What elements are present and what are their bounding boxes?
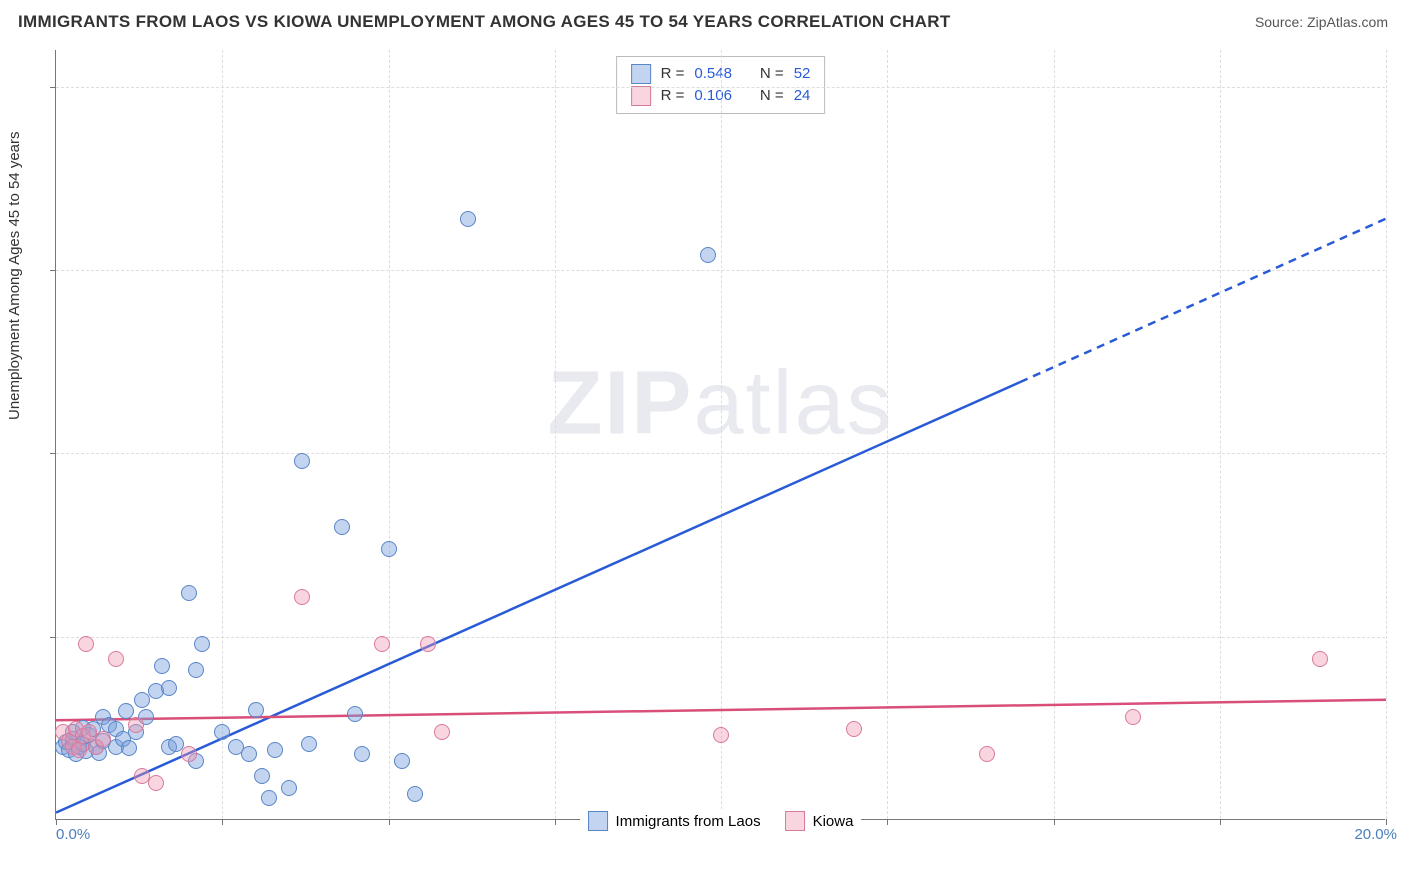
scatter-point-laos — [254, 768, 270, 784]
scatter-point-kiowa — [95, 731, 111, 747]
legend-label: Kiowa — [813, 813, 854, 830]
x-tick-label: 0.0% — [56, 826, 90, 843]
trend-line-laos — [56, 382, 1020, 813]
scatter-point-laos — [394, 753, 410, 769]
scatter-point-kiowa — [846, 721, 862, 737]
source-label: Source: ZipAtlas.com — [1255, 14, 1388, 30]
scatter-point-kiowa — [1125, 709, 1141, 725]
legend-item: Kiowa — [785, 811, 854, 831]
scatter-point-laos — [214, 724, 230, 740]
scatter-point-kiowa — [128, 717, 144, 733]
scatter-point-kiowa — [1312, 651, 1328, 667]
scatter-point-laos — [241, 746, 257, 762]
y-tick-label: 37.5% — [1395, 261, 1406, 278]
plot-area: ZIPatlas R =0.548N =52R =0.106N =24 Immi… — [55, 50, 1385, 820]
scatter-point-laos — [161, 680, 177, 696]
title-bar: IMMIGRANTS FROM LAOS VS KIOWA UNEMPLOYME… — [18, 12, 1388, 32]
bottom-legend: Immigrants from Laos Kiowa — [580, 811, 862, 831]
scatter-point-laos — [261, 790, 277, 806]
scatter-point-kiowa — [181, 746, 197, 762]
scatter-point-laos — [188, 662, 204, 678]
scatter-point-laos — [267, 742, 283, 758]
scatter-point-kiowa — [78, 636, 94, 652]
scatter-point-kiowa — [434, 724, 450, 740]
scatter-point-laos — [281, 780, 297, 796]
scatter-point-laos — [194, 636, 210, 652]
scatter-point-laos — [407, 786, 423, 802]
scatter-point-laos — [354, 746, 370, 762]
y-axis-label: Unemployment Among Ages 45 to 54 years — [6, 131, 23, 420]
scatter-point-laos — [248, 702, 264, 718]
scatter-point-kiowa — [420, 636, 436, 652]
trend-line-dashed-laos — [1020, 219, 1386, 382]
legend-label: Immigrants from Laos — [616, 813, 761, 830]
legend-swatch — [588, 811, 608, 831]
scatter-point-kiowa — [713, 727, 729, 743]
scatter-point-laos — [121, 740, 137, 756]
x-tick-label: 20.0% — [1354, 826, 1397, 843]
scatter-point-laos — [294, 453, 310, 469]
scatter-point-kiowa — [108, 651, 124, 667]
scatter-point-kiowa — [294, 589, 310, 605]
legend-item: Immigrants from Laos — [588, 811, 761, 831]
scatter-point-laos — [460, 211, 476, 227]
scatter-point-kiowa — [148, 775, 164, 791]
scatter-point-laos — [700, 247, 716, 263]
chart-title: IMMIGRANTS FROM LAOS VS KIOWA UNEMPLOYME… — [18, 12, 951, 32]
legend-swatch — [785, 811, 805, 831]
scatter-point-laos — [334, 519, 350, 535]
scatter-point-kiowa — [374, 636, 390, 652]
gridline-vertical — [1386, 50, 1387, 819]
scatter-point-laos — [381, 541, 397, 557]
x-tick-mark — [1386, 819, 1387, 825]
scatter-point-laos — [301, 736, 317, 752]
scatter-point-laos — [181, 585, 197, 601]
scatter-point-kiowa — [979, 746, 995, 762]
y-tick-label: 12.5% — [1395, 628, 1406, 645]
scatter-point-laos — [154, 658, 170, 674]
scatter-point-laos — [347, 706, 363, 722]
